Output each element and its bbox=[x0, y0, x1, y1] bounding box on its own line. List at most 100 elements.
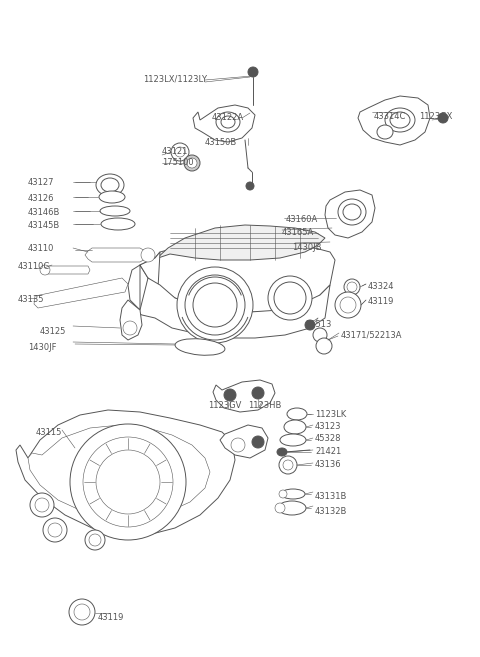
Text: 43119: 43119 bbox=[368, 297, 395, 306]
Polygon shape bbox=[16, 410, 235, 535]
Circle shape bbox=[69, 599, 95, 625]
Ellipse shape bbox=[287, 408, 307, 420]
Text: 43110: 43110 bbox=[28, 244, 54, 253]
Text: 43119: 43119 bbox=[98, 613, 124, 622]
Circle shape bbox=[171, 143, 189, 161]
Circle shape bbox=[48, 523, 62, 537]
Ellipse shape bbox=[221, 116, 235, 128]
Ellipse shape bbox=[377, 125, 393, 139]
Ellipse shape bbox=[390, 112, 410, 128]
Circle shape bbox=[438, 113, 448, 123]
Text: 43150B: 43150B bbox=[205, 138, 237, 147]
Polygon shape bbox=[120, 300, 142, 340]
Ellipse shape bbox=[216, 112, 240, 132]
Ellipse shape bbox=[101, 178, 119, 192]
Circle shape bbox=[340, 297, 356, 313]
Circle shape bbox=[30, 493, 54, 517]
Ellipse shape bbox=[284, 420, 306, 434]
Text: 43127: 43127 bbox=[28, 178, 55, 187]
Ellipse shape bbox=[281, 489, 305, 499]
Ellipse shape bbox=[101, 218, 135, 230]
Polygon shape bbox=[28, 425, 210, 518]
Circle shape bbox=[283, 460, 293, 470]
Circle shape bbox=[70, 424, 186, 540]
Circle shape bbox=[252, 436, 264, 448]
Text: 43125: 43125 bbox=[40, 327, 66, 336]
Text: 43145B: 43145B bbox=[28, 221, 60, 230]
Circle shape bbox=[305, 320, 315, 330]
Ellipse shape bbox=[277, 448, 287, 456]
Polygon shape bbox=[213, 380, 275, 412]
Polygon shape bbox=[358, 96, 430, 145]
Circle shape bbox=[40, 265, 50, 275]
Circle shape bbox=[347, 282, 357, 292]
Circle shape bbox=[246, 182, 254, 190]
Polygon shape bbox=[325, 190, 375, 238]
Polygon shape bbox=[140, 240, 335, 312]
Text: 43131B: 43131B bbox=[315, 492, 348, 501]
Circle shape bbox=[83, 437, 173, 527]
Text: 43324: 43324 bbox=[368, 282, 395, 291]
Circle shape bbox=[274, 282, 306, 314]
Circle shape bbox=[89, 534, 101, 546]
Circle shape bbox=[344, 279, 360, 295]
Text: 1123HB: 1123HB bbox=[248, 401, 281, 410]
Circle shape bbox=[74, 604, 90, 620]
Circle shape bbox=[248, 67, 258, 77]
Circle shape bbox=[313, 328, 327, 342]
Polygon shape bbox=[85, 248, 148, 262]
Text: 43132B: 43132B bbox=[315, 507, 348, 516]
Text: 43126: 43126 bbox=[28, 194, 55, 203]
Circle shape bbox=[279, 490, 287, 498]
Circle shape bbox=[96, 450, 160, 514]
Ellipse shape bbox=[100, 206, 130, 216]
Text: 1123LK: 1123LK bbox=[315, 410, 346, 419]
Circle shape bbox=[184, 155, 200, 171]
Text: 43122A: 43122A bbox=[212, 113, 244, 122]
Ellipse shape bbox=[99, 191, 125, 203]
Circle shape bbox=[187, 158, 197, 168]
Circle shape bbox=[141, 248, 155, 262]
Text: 21421: 21421 bbox=[315, 447, 341, 456]
Text: 45328: 45328 bbox=[315, 434, 341, 443]
Text: 43135: 43135 bbox=[18, 295, 45, 304]
Text: 175100: 175100 bbox=[162, 158, 193, 167]
Circle shape bbox=[85, 530, 105, 550]
Ellipse shape bbox=[343, 204, 361, 220]
Text: 43146B: 43146B bbox=[28, 208, 60, 217]
Circle shape bbox=[275, 503, 285, 513]
Circle shape bbox=[268, 276, 312, 320]
Text: 1123GX: 1123GX bbox=[419, 112, 452, 121]
Ellipse shape bbox=[338, 199, 366, 225]
Text: 43121: 43121 bbox=[162, 147, 188, 156]
Circle shape bbox=[252, 387, 264, 399]
Circle shape bbox=[185, 275, 245, 335]
Circle shape bbox=[224, 389, 236, 401]
Circle shape bbox=[316, 338, 332, 354]
Ellipse shape bbox=[280, 434, 306, 446]
Circle shape bbox=[175, 147, 185, 157]
Circle shape bbox=[279, 456, 297, 474]
Text: 43136: 43136 bbox=[315, 460, 342, 469]
Text: 43171/52213A: 43171/52213A bbox=[341, 330, 403, 339]
Text: 1123GV: 1123GV bbox=[208, 401, 241, 410]
Text: 1430JB: 1430JB bbox=[292, 243, 322, 252]
Polygon shape bbox=[128, 252, 160, 310]
Text: 43314C: 43314C bbox=[374, 112, 407, 121]
Circle shape bbox=[193, 283, 237, 327]
Text: 43123: 43123 bbox=[315, 422, 341, 431]
Text: 21513: 21513 bbox=[305, 320, 331, 329]
Polygon shape bbox=[193, 105, 255, 142]
Text: 43115: 43115 bbox=[36, 428, 62, 437]
Text: 43160A: 43160A bbox=[286, 215, 318, 224]
Circle shape bbox=[177, 267, 253, 343]
Ellipse shape bbox=[175, 339, 225, 355]
Circle shape bbox=[335, 292, 361, 318]
Polygon shape bbox=[135, 278, 330, 338]
Ellipse shape bbox=[278, 501, 306, 515]
Circle shape bbox=[35, 498, 49, 512]
Ellipse shape bbox=[96, 174, 124, 196]
Circle shape bbox=[43, 518, 67, 542]
Text: 43110C: 43110C bbox=[18, 262, 50, 271]
Circle shape bbox=[123, 321, 137, 335]
